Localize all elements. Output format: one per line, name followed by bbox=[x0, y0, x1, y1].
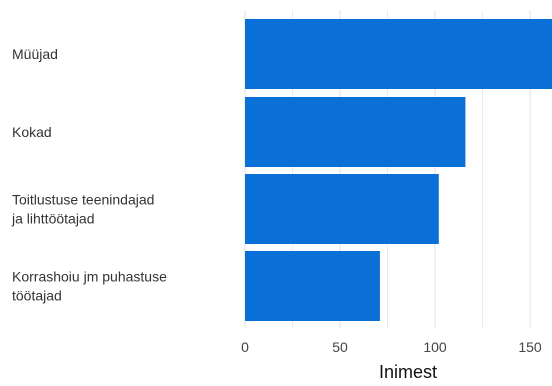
bar bbox=[245, 251, 380, 321]
category-label: töötajad bbox=[12, 288, 62, 304]
x-tick-label: 100 bbox=[423, 339, 447, 355]
x-tick-label: 0 bbox=[241, 339, 249, 355]
x-axis-ticks: 0 50 100 150 bbox=[241, 339, 542, 355]
category-label: Toitlustuse teenindajad bbox=[12, 192, 154, 208]
bars bbox=[245, 19, 552, 321]
category-label: ja lihttöötajad bbox=[11, 211, 95, 227]
x-tick-label: 50 bbox=[332, 339, 348, 355]
bar bbox=[245, 19, 552, 89]
x-tick-label: 150 bbox=[518, 339, 542, 355]
category-label: Müüjad bbox=[12, 46, 58, 62]
x-axis-title: Inimest bbox=[379, 362, 437, 382]
category-labels: Müüjad Kokad Toitlustuse teenindajad ja lih… bbox=[11, 46, 167, 304]
bar bbox=[245, 97, 466, 167]
category-label: Korrashoiu jm puhastuse bbox=[12, 269, 167, 285]
bar bbox=[245, 174, 439, 244]
category-label: Kokad bbox=[12, 124, 52, 140]
